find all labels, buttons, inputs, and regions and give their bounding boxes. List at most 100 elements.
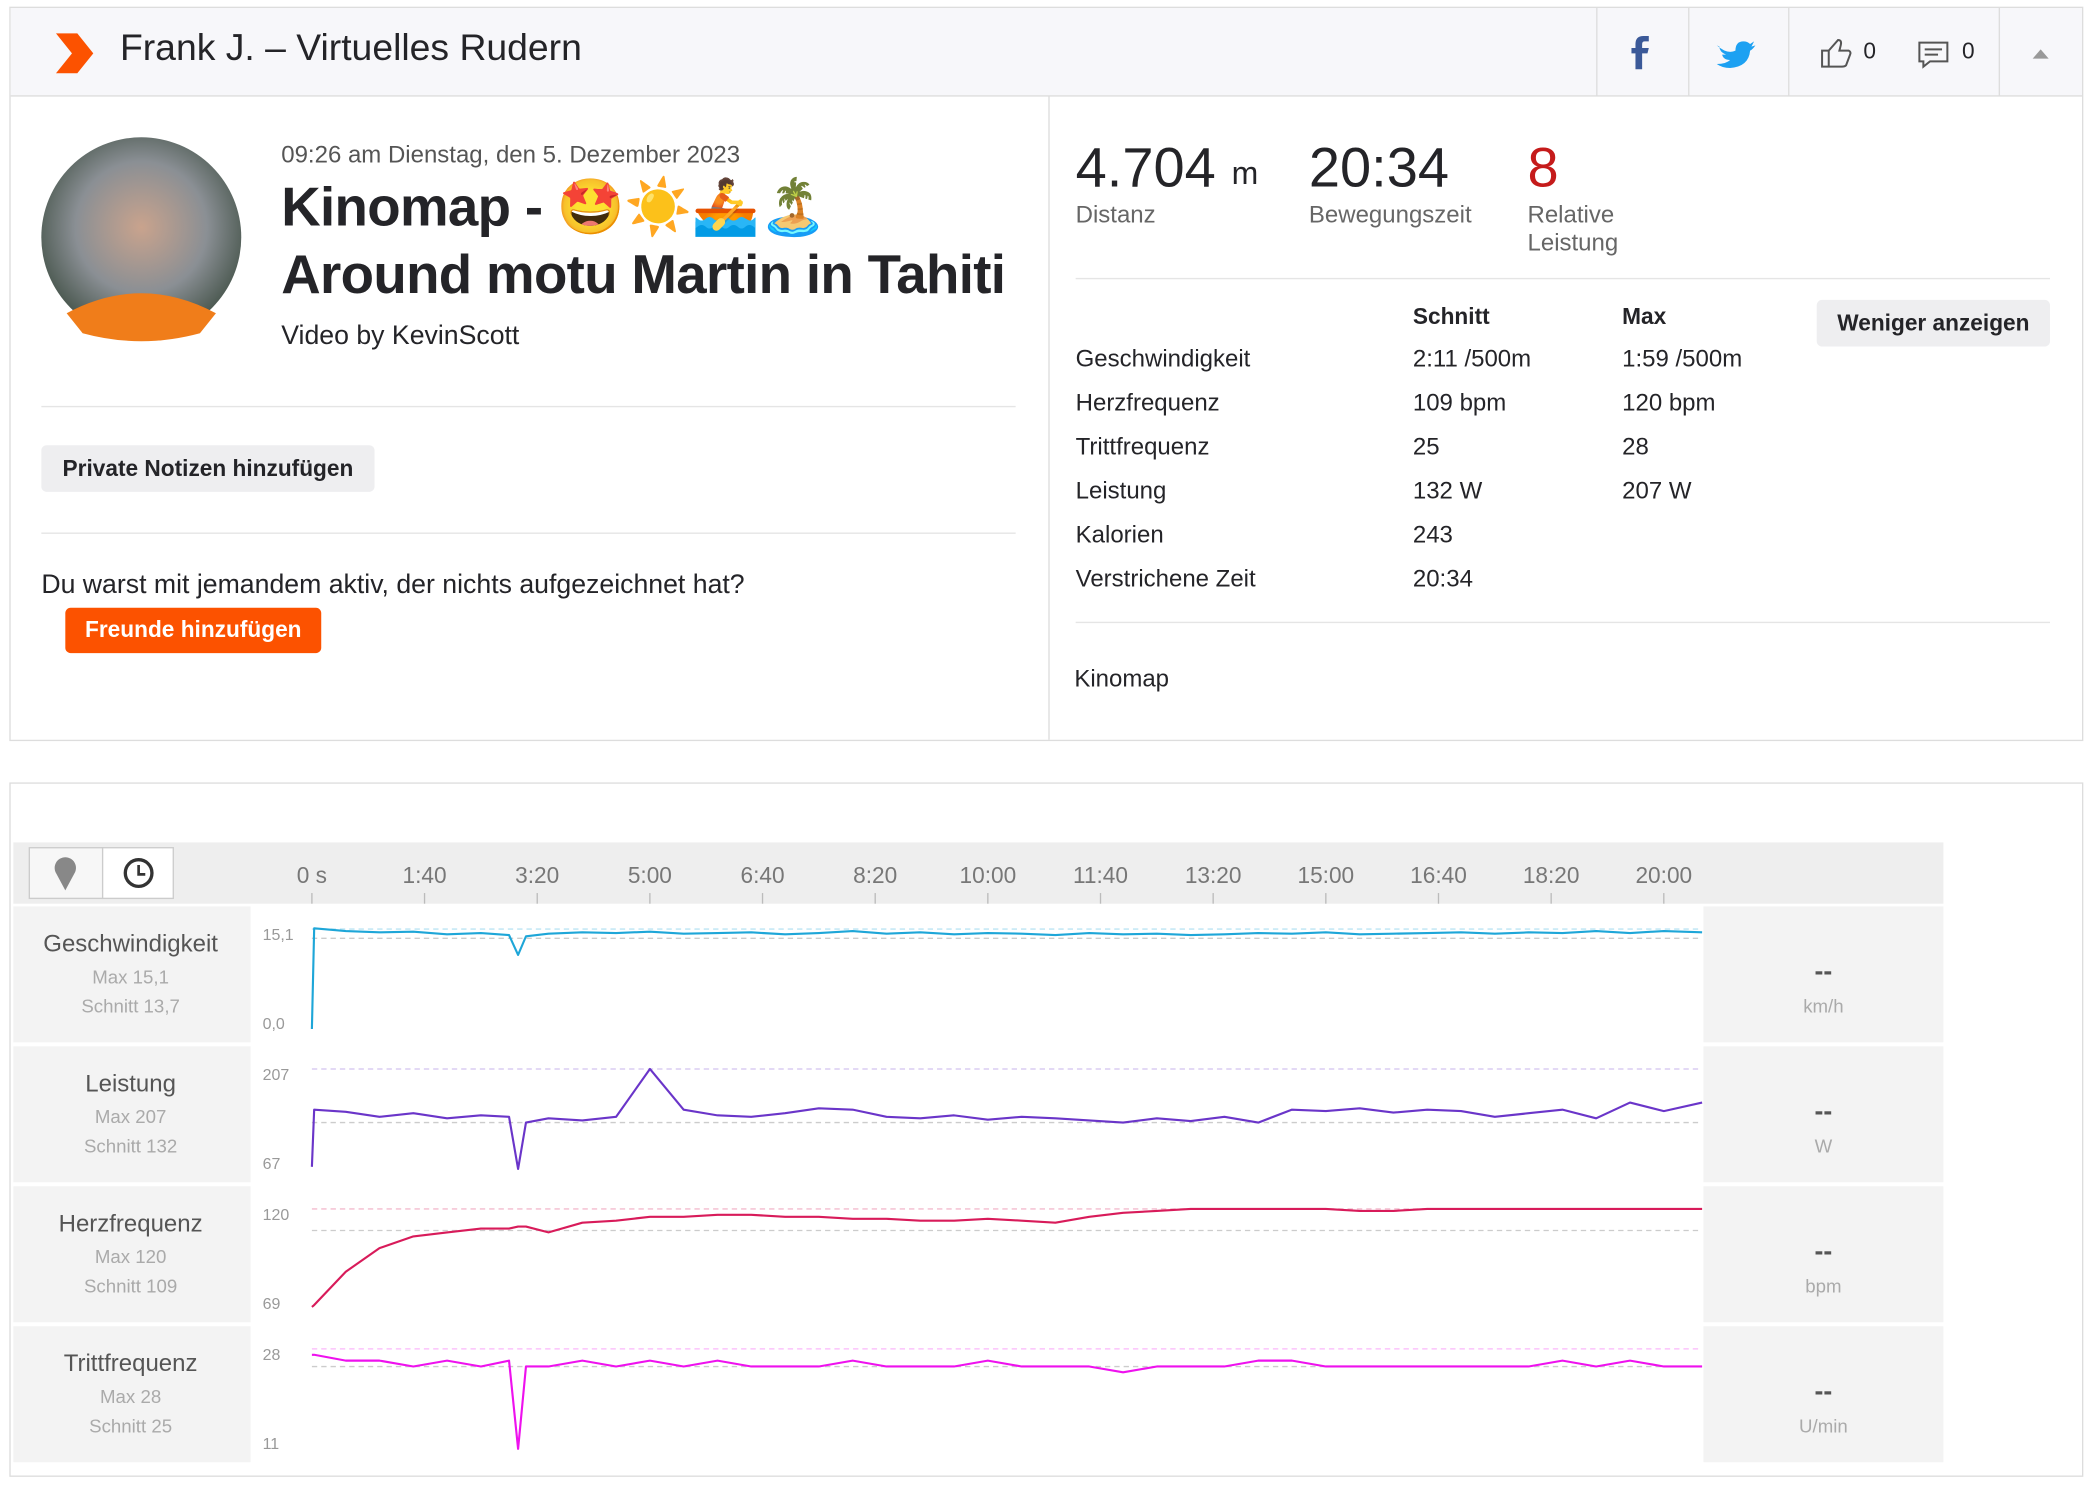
readout-bg — [1703, 1046, 1944, 1183]
series-avg: Schnitt 132 — [84, 1136, 177, 1157]
x-tick-label: 10:00 — [960, 862, 1017, 888]
x-tick-label: 5:00 — [628, 862, 672, 888]
max-value: 207 W — [1622, 477, 1692, 504]
activity-card — [9, 6, 2084, 742]
y-tick-label: 0,0 — [263, 1016, 285, 1033]
readout: -- — [1815, 956, 1833, 986]
stat-unit: m — [1231, 155, 1259, 192]
x-tick-label: 15:00 — [1297, 862, 1354, 888]
series-avg: Schnitt 13,7 — [81, 996, 180, 1017]
avg-value: 243 — [1412, 521, 1453, 548]
y-tick-label: 67 — [263, 1156, 281, 1173]
plot-bg — [253, 1326, 1704, 1463]
twitter-icon[interactable] — [1716, 41, 1756, 68]
dividers — [41, 277, 2051, 624]
max-value: 28 — [1622, 433, 1649, 460]
row-label-bg — [13, 906, 251, 1043]
avg-value: 109 bpm — [1412, 389, 1507, 416]
plot-bg — [253, 1186, 1704, 1323]
series-max: Max 15,1 — [92, 966, 169, 987]
activity-title: Kinomap - 🤩☀️🚣🏝️ Around motu Martin in T… — [281, 175, 1006, 306]
x-tick-label: 16:40 — [1410, 862, 1467, 888]
series-line — [310, 1067, 1703, 1171]
row-label: Herzfrequenz — [1075, 389, 1220, 416]
y-tick-label: 11 — [263, 1436, 280, 1453]
series-max: Max 207 — [95, 1106, 167, 1127]
activity-date: 09:26 am Dienstag, den 5. Dezember 2023 — [281, 141, 741, 168]
device: Kinomap — [1074, 665, 1170, 692]
y-tick-label: 120 — [263, 1207, 290, 1224]
avg-value: 132 W — [1412, 477, 1483, 504]
stat-value: 20:34 — [1308, 135, 1450, 199]
stat-value: 4.704 — [1075, 135, 1216, 199]
series-name: Herzfrequenz — [59, 1210, 203, 1237]
y-tick-label: 28 — [263, 1347, 281, 1364]
x-tick-label: 8:20 — [853, 862, 897, 888]
series-name: Geschwindigkeit — [43, 930, 218, 957]
stat-label: Bewegungszeit — [1308, 201, 1472, 228]
prompt: Du warst mit jemandem aktiv, der nichts … — [41, 570, 745, 600]
facebook-icon[interactable] — [1631, 35, 1649, 70]
avg-value: 2:11 /500m — [1412, 345, 1532, 372]
row-label-bg — [13, 1326, 251, 1463]
readout-unit: W — [1815, 1136, 1833, 1157]
row-label-bg — [13, 1186, 251, 1323]
series-line — [311, 1353, 1703, 1450]
x-tick-label: 6:40 — [740, 862, 784, 888]
kudos-count[interactable]: 0 — [1863, 38, 1877, 64]
y-tick-label: 69 — [263, 1296, 281, 1313]
row-label: Trittfrequenz — [1075, 433, 1210, 460]
clock-icon — [123, 858, 154, 889]
x-tick-label: 11:40 — [1073, 862, 1128, 888]
kudos-icon[interactable] — [1821, 38, 1852, 68]
readout-unit: bpm — [1805, 1276, 1841, 1297]
header-title: Frank J. – Virtuelles Rudern — [119, 26, 582, 68]
stat-value: 8 — [1527, 135, 1559, 199]
less-button[interactable]: Weniger anzeigen — [1816, 299, 2051, 347]
stat-label: Relative Leistung — [1527, 201, 1619, 256]
max-value: 120 bpm — [1622, 389, 1716, 416]
logo — [55, 33, 94, 74]
readout: -- — [1815, 1376, 1833, 1406]
pin-icon — [54, 857, 76, 891]
readout: -- — [1815, 1096, 1833, 1126]
header-dividers — [1596, 7, 2001, 96]
clock-hands — [137, 865, 146, 876]
readout-bg — [1703, 1326, 1944, 1463]
readout-unit: U/min — [1799, 1415, 1848, 1436]
avatar-shirt — [66, 293, 216, 342]
readout-bg — [1703, 906, 1944, 1043]
x-tick-label: 1:40 — [403, 862, 447, 888]
row-label: Kalorien — [1075, 521, 1164, 548]
readout: -- — [1815, 1236, 1833, 1266]
series-line — [311, 1207, 1703, 1308]
series-name: Leistung — [85, 1070, 176, 1097]
row-label: Geschwindigkeit — [1075, 345, 1251, 372]
row-label: Verstrichene Zeit — [1075, 565, 1256, 592]
series-name: Trittfrequenz — [64, 1350, 198, 1377]
friends-button[interactable]: Freunde hinzufügen — [65, 607, 322, 654]
column-header: Schnitt — [1412, 303, 1490, 330]
plot-bg — [253, 906, 1704, 1043]
avg-value: 20:34 — [1412, 565, 1473, 592]
readout-bg — [1703, 1186, 1944, 1323]
notes-button[interactable]: Private Notizen hinzufügen — [41, 445, 375, 492]
series-line — [310, 927, 1703, 1030]
comment-icon[interactable] — [1918, 41, 1949, 69]
series-avg: Schnitt 25 — [89, 1415, 172, 1436]
x-tick-label: 0 s — [297, 862, 327, 888]
plot-bg — [253, 1046, 1704, 1183]
y-tick-label: 15,1 — [263, 927, 294, 944]
time-axis-bar — [13, 842, 1944, 904]
y-tick-label: 207 — [263, 1067, 290, 1084]
collapse-icon[interactable] — [2032, 49, 2049, 59]
avatar[interactable] — [41, 137, 242, 338]
comment-count[interactable]: 0 — [1962, 38, 1975, 64]
series-avg: Schnitt 109 — [84, 1276, 177, 1297]
row-label: Leistung — [1075, 477, 1167, 504]
series-max: Max 28 — [100, 1386, 161, 1407]
x-tick-label: 18:20 — [1523, 862, 1580, 888]
x-tick-label: 3:20 — [515, 862, 559, 888]
